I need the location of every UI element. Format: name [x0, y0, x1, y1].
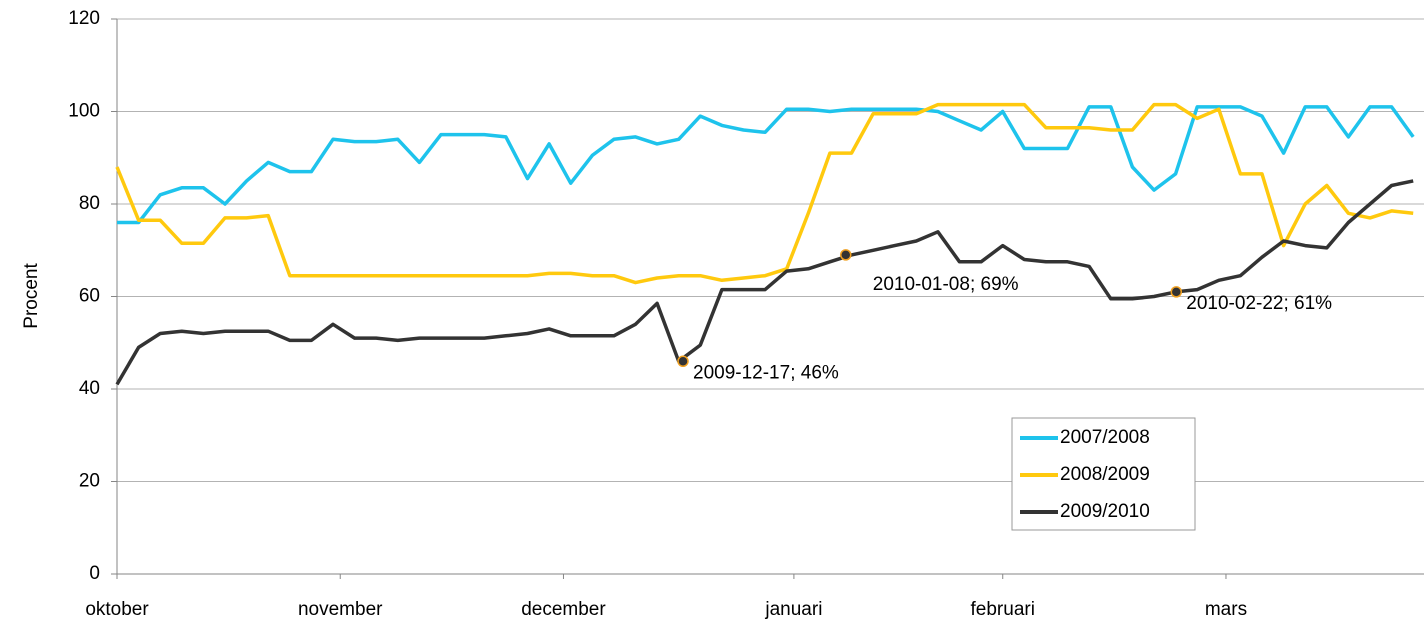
x-tick-label: februari: [971, 599, 1035, 620]
x-tick-label: november: [298, 599, 383, 620]
legend-label: 2007/2008: [1060, 427, 1150, 448]
y-tick-label: 0: [89, 563, 100, 584]
annotation-label: 2010-02-22; 61%: [1186, 293, 1332, 314]
annotation-point: [840, 249, 852, 261]
annotation-point: [1170, 286, 1183, 298]
y-tick-label: 40: [79, 378, 100, 399]
y-tick-label: 20: [79, 471, 100, 492]
series-line: [115, 179, 1414, 386]
x-tick-label: oktober: [85, 599, 149, 620]
annotation-label: 2009-12-17; 46%: [693, 362, 839, 383]
x-tick-label: december: [521, 599, 606, 620]
y-tick-label: 60: [79, 286, 100, 307]
x-tick-label: januari: [764, 599, 822, 620]
y-tick-label: 80: [79, 193, 100, 214]
series-line: [115, 102, 1414, 285]
y-tick-label: 100: [68, 101, 100, 122]
y-axis-label: Procent: [21, 263, 42, 329]
legend-label: 2008/2009: [1060, 464, 1150, 485]
legend-label: 2009/2010: [1060, 501, 1150, 522]
y-tick-label: 120: [68, 8, 100, 29]
annotation-label: 2010-01-08; 69%: [873, 274, 1019, 295]
series-line: [117, 105, 1415, 225]
x-tick-label: mars: [1205, 599, 1247, 620]
annotation-point: [677, 355, 689, 367]
